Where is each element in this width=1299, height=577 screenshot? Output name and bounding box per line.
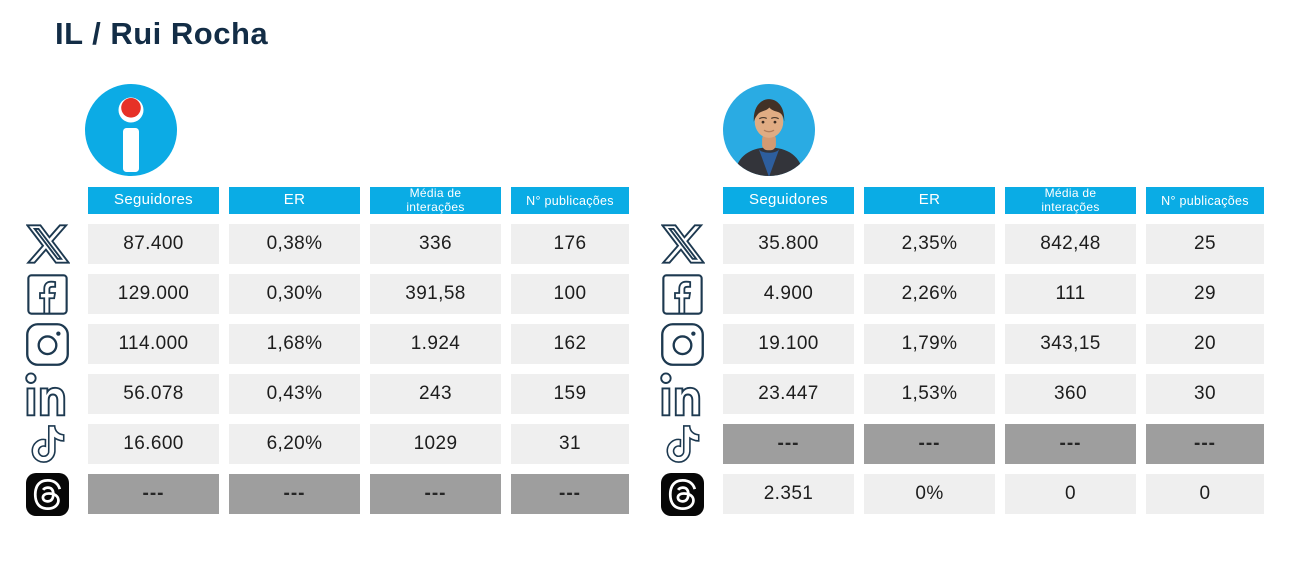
cell-il-facebook-seguidores: 129.000 [88, 274, 219, 314]
cell-rui-rocha-threads-media-de-interacoes: 0 [1005, 474, 1136, 514]
cell-il-instagram-er: 1,68% [229, 324, 360, 364]
cell-rui-rocha-threads-n-publicacoes: 0 [1146, 474, 1264, 514]
cell-rui-rocha-facebook-seguidores: 4.900 [723, 274, 854, 314]
cell-il-instagram-media-de-interacoes: 1.924 [370, 324, 501, 364]
cell-rui-rocha-linkedin-seguidores: 23.447 [723, 374, 854, 414]
cell-il-threads-n-publicacoes: --- [511, 474, 629, 514]
cell-il-facebook-media-de-interacoes: 391,58 [370, 274, 501, 314]
header-spacer [17, 187, 78, 214]
cell-rui-rocha-x-media-de-interacoes: 842,48 [1005, 224, 1136, 264]
column-header-seguidores: Seguidores [723, 187, 854, 214]
rui-rocha-photo [723, 84, 815, 176]
cell-il-threads-er: --- [229, 474, 360, 514]
cell-rui-rocha-tiktok-seguidores: --- [723, 424, 854, 464]
cell-il-linkedin-seguidores: 56.078 [88, 374, 219, 414]
cell-rui-rocha-linkedin-media-de-interacoes: 360 [1005, 374, 1136, 414]
cell-rui-rocha-x-er: 2,35% [864, 224, 995, 264]
rui-rocha-stats-table: Seguidores ER Média de interações N° public… [652, 186, 1264, 516]
cell-rui-rocha-facebook-media-de-interacoes: 111 [1005, 274, 1136, 314]
column-header-seguidores: Seguidores [88, 187, 219, 214]
instagram-icon [652, 322, 713, 366]
facebook-icon [17, 273, 78, 315]
header-spacer [652, 187, 713, 214]
cell-il-instagram-n-publicacoes: 162 [511, 324, 629, 364]
cell-rui-rocha-facebook-n-publicacoes: 29 [1146, 274, 1264, 314]
cell-il-linkedin-media-de-interacoes: 243 [370, 374, 501, 414]
cell-rui-rocha-tiktok-er: --- [864, 424, 995, 464]
cell-rui-rocha-threads-er: 0% [864, 474, 995, 514]
cell-il-facebook-n-publicacoes: 100 [511, 274, 629, 314]
column-header-n-publicacoes: N° publicações [1146, 187, 1264, 214]
cell-rui-rocha-tiktok-n-publicacoes: --- [1146, 424, 1264, 464]
facebook-icon [652, 273, 713, 315]
column-header-er: ER [864, 187, 995, 214]
cell-rui-rocha-x-seguidores: 35.800 [723, 224, 854, 264]
column-header-media-de-interacoes: Média de interações [370, 186, 501, 214]
cell-rui-rocha-facebook-er: 2,26% [864, 274, 995, 314]
il-stats-table: Seguidores ER Média de interações N° public… [17, 186, 629, 516]
cell-rui-rocha-linkedin-n-publicacoes: 30 [1146, 374, 1264, 414]
tiktok-icon [652, 424, 713, 464]
column-header-media-de-interacoes: Média de interações [1005, 186, 1136, 214]
cell-il-linkedin-er: 0,43% [229, 374, 360, 414]
cell-il-tiktok-er: 6,20% [229, 424, 360, 464]
column-header-n-publicacoes: N° publicações [511, 187, 629, 214]
cell-il-tiktok-n-publicacoes: 31 [511, 424, 629, 464]
cell-il-threads-media-de-interacoes: --- [370, 474, 501, 514]
instagram-icon [17, 322, 78, 366]
cell-rui-rocha-instagram-er: 1,79% [864, 324, 995, 364]
cell-il-x-n-publicacoes: 176 [511, 224, 629, 264]
cell-rui-rocha-x-n-publicacoes: 25 [1146, 224, 1264, 264]
cell-il-tiktok-media-de-interacoes: 1029 [370, 424, 501, 464]
cell-il-x-seguidores: 87.400 [88, 224, 219, 264]
linkedin-icon [652, 372, 713, 417]
cell-il-tiktok-seguidores: 16.600 [88, 424, 219, 464]
cell-il-x-media-de-interacoes: 336 [370, 224, 501, 264]
x-icon [652, 224, 713, 264]
cell-il-facebook-er: 0,30% [229, 274, 360, 314]
linkedin-icon [17, 372, 78, 417]
il-party-logo [85, 84, 177, 176]
cell-rui-rocha-instagram-media-de-interacoes: 343,15 [1005, 324, 1136, 364]
threads-icon [17, 472, 78, 516]
cell-rui-rocha-threads-seguidores: 2.351 [723, 474, 854, 514]
page-title: IL / Rui Rocha [55, 16, 269, 51]
cell-il-instagram-seguidores: 114.000 [88, 324, 219, 364]
cell-il-linkedin-n-publicacoes: 159 [511, 374, 629, 414]
threads-icon [652, 472, 713, 516]
cell-il-x-er: 0,38% [229, 224, 360, 264]
cell-rui-rocha-linkedin-er: 1,53% [864, 374, 995, 414]
column-header-er: ER [229, 187, 360, 214]
cell-rui-rocha-tiktok-media-de-interacoes: --- [1005, 424, 1136, 464]
cell-rui-rocha-instagram-n-publicacoes: 20 [1146, 324, 1264, 364]
cell-il-threads-seguidores: --- [88, 474, 219, 514]
x-icon [17, 224, 78, 264]
tiktok-icon [17, 424, 78, 464]
cell-rui-rocha-instagram-seguidores: 19.100 [723, 324, 854, 364]
